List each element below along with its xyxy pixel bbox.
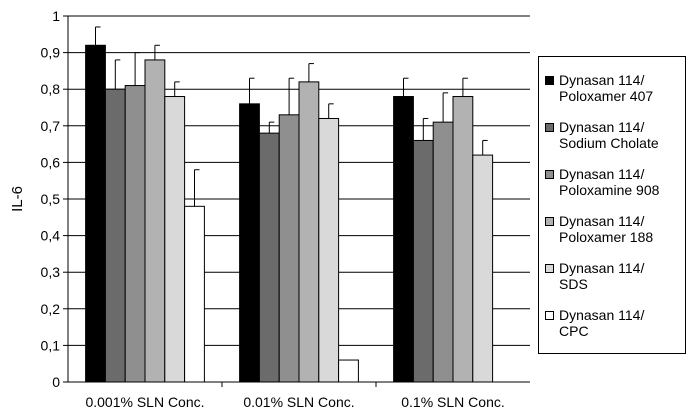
- bar: [338, 359, 359, 383]
- bar: [318, 117, 340, 383]
- legend-swatch: [545, 170, 554, 179]
- legend-label-line2: CPC: [559, 323, 589, 339]
- legend-label: Dynasan 114/CPC: [559, 307, 644, 339]
- bar: [393, 96, 414, 383]
- legend-label-line1: Dynasan 114/: [559, 307, 645, 323]
- y-tick-label: 0,7: [41, 118, 61, 134]
- legend-label-line2: Poloxamer 407: [559, 88, 654, 104]
- legend-label-line1: Dynasan 114/: [559, 260, 645, 276]
- legend-label: Dynasan 114/Poloxamine 908: [559, 166, 659, 198]
- bar: [432, 121, 454, 383]
- y-tick-label: 0,3: [41, 264, 61, 280]
- y-axis-label: IL-6: [9, 186, 26, 212]
- legend-label: Dynasan 114/Sodium Cholate: [559, 119, 659, 151]
- bar: [412, 139, 434, 383]
- x-category-label: 0.1% SLN Conc.: [401, 394, 505, 410]
- bar: [298, 81, 320, 383]
- legend-label: Dynasan 114/Poloxamer 188: [559, 213, 653, 245]
- chart-legend: Dynasan 114/Poloxamer 407 Dynasan 114/Sod…: [538, 56, 686, 354]
- legend-label-line2: SDS: [559, 276, 588, 292]
- legend-label-line1: Dynasan 114/: [559, 72, 645, 88]
- legend-label-line2: Sodium Cholate: [559, 135, 659, 151]
- bar: [124, 85, 146, 383]
- y-tick-label: 0: [52, 374, 60, 390]
- bar: [104, 88, 126, 383]
- bar: [472, 154, 494, 383]
- x-category-label: 0.001% SLN Conc.: [85, 394, 204, 410]
- bar: [164, 96, 186, 383]
- legend-label: Dynasan 114/Poloxamer 407: [559, 72, 653, 104]
- y-tick-label: 0,6: [41, 154, 61, 170]
- legend-label-line2: Poloxamine 908: [559, 182, 660, 198]
- bar: [258, 132, 280, 383]
- legend-label-line2: Poloxamer 188: [559, 229, 654, 245]
- legend-label-line1: Dynasan 114/: [559, 166, 645, 182]
- legend-label-line1: Dynasan 114/: [559, 213, 645, 229]
- y-tick-label: 0,5: [41, 191, 61, 207]
- y-tick-label: 0,9: [41, 45, 61, 61]
- legend-swatch: [545, 76, 554, 85]
- y-tick-label: 0,2: [41, 301, 61, 317]
- bar: [239, 103, 260, 383]
- bar: [85, 44, 106, 383]
- bar: [278, 114, 300, 383]
- bar: [184, 205, 205, 383]
- legend-swatch: [545, 264, 554, 273]
- x-category-label: 0.01% SLN Conc.: [243, 394, 354, 410]
- bar: [452, 96, 474, 383]
- legend-label: Dynasan 114/SDS: [559, 260, 644, 292]
- legend-swatch: [545, 123, 554, 132]
- legend-label-line1: Dynasan 114/: [559, 119, 645, 135]
- y-tick-label: 0,1: [41, 337, 61, 353]
- y-tick-label: 0,4: [41, 228, 61, 244]
- legend-swatch: [545, 217, 554, 226]
- legend-swatch: [545, 311, 554, 320]
- y-tick-label: 0,8: [41, 81, 61, 97]
- y-tick-label: 1: [52, 8, 60, 24]
- bar: [144, 59, 166, 383]
